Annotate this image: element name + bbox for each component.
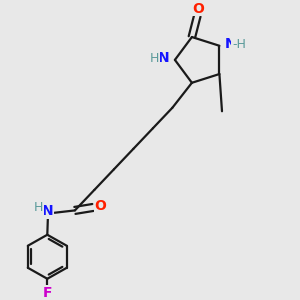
Text: O: O — [94, 199, 106, 213]
Text: H: H — [150, 52, 160, 65]
Text: N: N — [158, 51, 169, 65]
Text: N: N — [42, 204, 54, 218]
Text: O: O — [192, 2, 204, 16]
Text: H: H — [34, 201, 44, 214]
Text: -H: -H — [232, 38, 246, 51]
Text: N: N — [225, 37, 237, 51]
Text: F: F — [43, 286, 52, 300]
